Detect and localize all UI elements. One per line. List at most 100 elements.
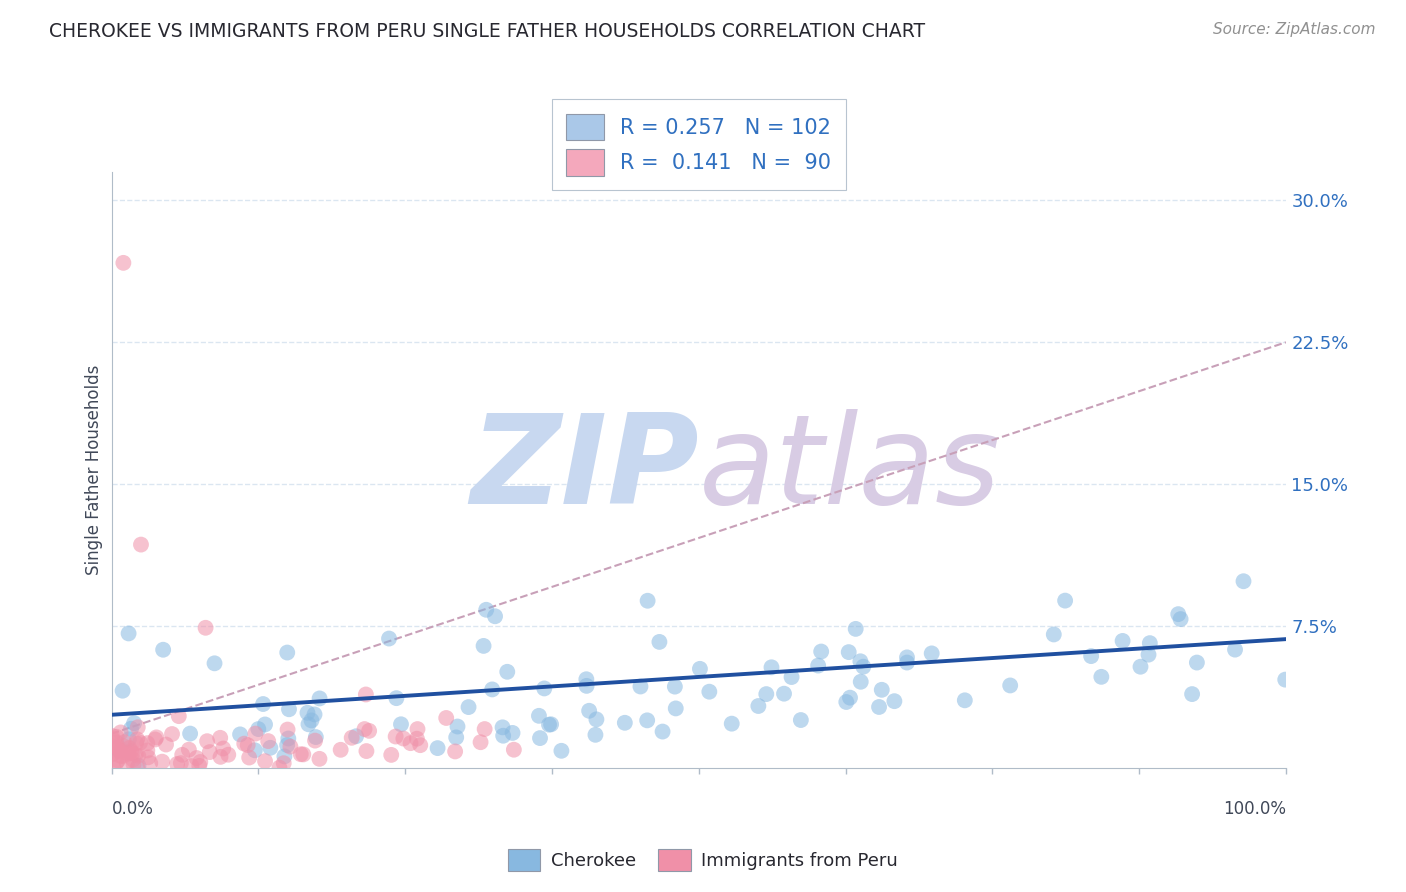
Point [217,747,239,762]
Point [845,622,868,636]
Point [1232,574,1254,589]
Text: atlas: atlas [699,409,1001,531]
Point [152,642,174,657]
Point [121,747,143,761]
Point [277,723,299,737]
Point [269,761,291,775]
Point [773,687,796,701]
Point [304,733,326,747]
Point [720,716,742,731]
Point [301,714,323,728]
Point [406,731,429,746]
Point [502,742,524,756]
Point [648,635,671,649]
Point [105,735,128,749]
Point [481,682,503,697]
Point [278,702,301,716]
Legend: R = 0.257   N = 102, R =  0.141   N =  90: R = 0.257 N = 102, R = 0.141 N = 90 [551,99,846,190]
Point [129,736,152,750]
Point [110,749,132,764]
Point [849,654,872,668]
Point [385,691,408,706]
Point [101,747,124,762]
Y-axis label: Single Father Households: Single Father Households [86,365,103,575]
Point [1167,607,1189,621]
Point [540,717,562,731]
Point [259,740,281,755]
Point [112,256,135,270]
Point [127,761,149,775]
Point [492,729,515,743]
Point [139,756,162,771]
Point [229,727,252,741]
Legend: Cherokee, Immigrants from Peru: Cherokee, Immigrants from Peru [501,842,905,879]
Point [575,679,598,693]
Point [204,657,226,671]
Point [998,678,1021,692]
Point [198,745,221,759]
Point [276,738,298,752]
Point [122,752,145,766]
Point [118,732,141,747]
Point [839,690,862,705]
Point [780,670,803,684]
Point [290,747,312,762]
Point [755,687,778,701]
Point [107,753,129,767]
Point [1181,687,1204,701]
Text: Source: ZipAtlas.com: Source: ZipAtlas.com [1212,22,1375,37]
Point [280,739,302,754]
Point [527,708,550,723]
Point [1185,656,1208,670]
Point [238,750,260,764]
Point [529,731,551,745]
Point [105,756,128,770]
Point [125,736,148,750]
Point [470,735,492,749]
Point [399,736,422,750]
Point [359,723,381,738]
Point [446,719,468,733]
Point [122,757,145,772]
Point [247,722,270,736]
Point [101,729,124,743]
Point [101,731,124,746]
Point [838,645,860,659]
Point [426,741,449,756]
Point [585,728,607,742]
Point [111,683,134,698]
Point [127,732,149,747]
Text: ZIP: ZIP [470,409,699,531]
Point [273,756,295,771]
Point [292,747,315,762]
Point [484,609,506,624]
Point [105,730,128,744]
Text: 100.0%: 100.0% [1223,800,1286,819]
Point [475,603,498,617]
Point [636,714,658,728]
Point [252,697,274,711]
Point [807,658,830,673]
Point [233,737,256,751]
Point [115,756,138,771]
Point [127,748,149,763]
Point [136,743,159,757]
Point [953,693,976,707]
Point [305,730,328,744]
Point [354,688,377,702]
Point [254,717,277,731]
Point [1170,612,1192,626]
Point [896,650,918,665]
Point [273,749,295,764]
Point [145,731,167,745]
Point [434,711,457,725]
Point [630,680,652,694]
Point [409,738,432,752]
Point [896,656,918,670]
Point [380,747,402,762]
Point [353,722,375,736]
Point [491,720,513,734]
Point [143,732,166,747]
Point [243,743,266,757]
Point [112,739,135,754]
